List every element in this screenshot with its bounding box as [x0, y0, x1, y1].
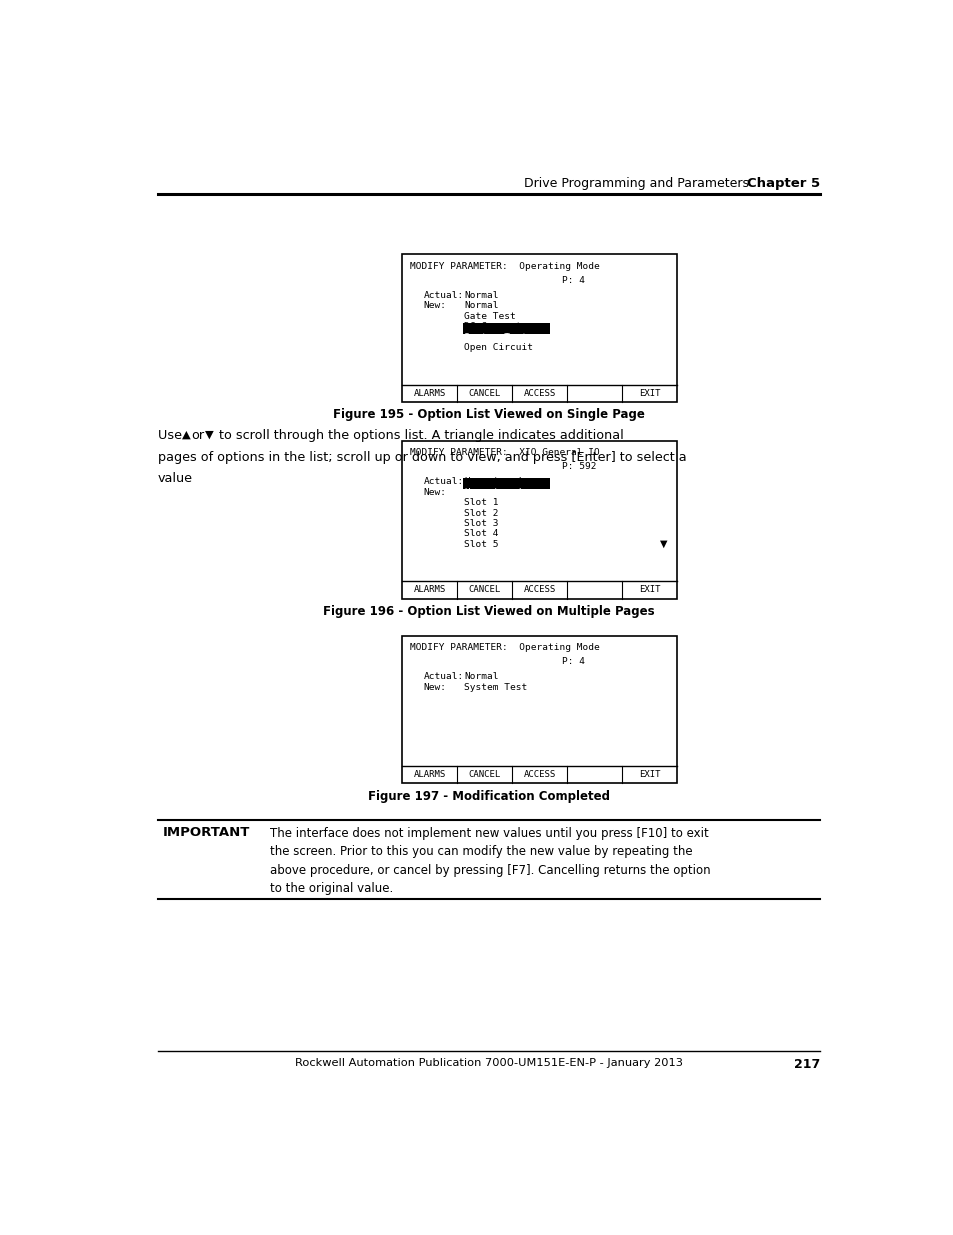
Text: DC Current: DC Current — [464, 322, 521, 331]
Bar — [402, 636, 677, 783]
Text: Use: Use — [158, 430, 186, 442]
Text: CANCEL: CANCEL — [468, 389, 500, 398]
Text: Slot 5: Slot 5 — [464, 540, 498, 548]
Text: Normal: Normal — [464, 290, 498, 300]
Text: ALARMS: ALARMS — [413, 585, 445, 594]
Bar — [402, 441, 677, 599]
Text: EXIT: EXIT — [639, 389, 659, 398]
Text: 217: 217 — [793, 1057, 819, 1071]
Text: P: 592: P: 592 — [561, 462, 596, 472]
Text: EXIT: EXIT — [639, 771, 659, 779]
Text: Unassigned: Unassigned — [464, 477, 521, 487]
Text: Slot 2: Slot 2 — [464, 509, 498, 517]
Text: ▼: ▼ — [659, 540, 666, 550]
Text: New:: New: — [423, 488, 446, 496]
Text: value: value — [158, 472, 193, 485]
Text: Drive Programming and Parameters: Drive Programming and Parameters — [523, 178, 748, 190]
Text: the screen. Prior to this you can modify the new value by repeating the: the screen. Prior to this you can modify… — [270, 846, 692, 858]
Text: CANCEL: CANCEL — [468, 585, 500, 594]
Text: ALARMS: ALARMS — [413, 389, 445, 398]
Text: ACCESS: ACCESS — [523, 585, 556, 594]
Text: above procedure, or cancel by pressing [F7]. Cancelling returns the option: above procedure, or cancel by pressing [… — [270, 863, 710, 877]
Text: P: 4: P: 4 — [561, 275, 584, 285]
Text: Actual:: Actual: — [423, 477, 463, 487]
Text: ALARMS: ALARMS — [413, 771, 445, 779]
Text: Actual:: Actual: — [423, 290, 463, 300]
Bar — [402, 254, 677, 403]
Text: MODIFY PARAMETER:  Operating Mode: MODIFY PARAMETER: Operating Mode — [410, 262, 599, 272]
Text: ▲: ▲ — [182, 430, 191, 440]
Text: Rockwell Automation Publication 7000-UM151E-EN-P - January 2013: Rockwell Automation Publication 7000-UM1… — [294, 1057, 682, 1067]
Bar — [463, 322, 550, 333]
Text: Chapter 5: Chapter 5 — [746, 178, 819, 190]
Text: New:: New: — [423, 683, 446, 692]
Text: System Test: System Test — [464, 332, 527, 342]
Text: P: 4: P: 4 — [561, 657, 584, 666]
Text: MODIFY PARAMETER:  XIO General IO: MODIFY PARAMETER: XIO General IO — [410, 448, 599, 457]
Text: CANCEL: CANCEL — [468, 771, 500, 779]
Text: Normal: Normal — [464, 301, 498, 310]
Text: to scroll through the options list. A triangle indicates additional: to scroll through the options list. A tr… — [214, 430, 622, 442]
Text: MODIFY PARAMETER:  Operating Mode: MODIFY PARAMETER: Operating Mode — [410, 643, 599, 652]
Text: Slot 4: Slot 4 — [464, 530, 498, 538]
Text: System Test: System Test — [464, 683, 527, 692]
Text: Normal: Normal — [464, 672, 498, 680]
Text: Figure 196 - Option List Viewed on Multiple Pages: Figure 196 - Option List Viewed on Multi… — [323, 605, 654, 618]
Text: New:: New: — [423, 301, 446, 310]
Text: or: or — [192, 430, 204, 442]
Text: IMPORTANT: IMPORTANT — [162, 826, 250, 839]
Text: Unassigned: Unassigned — [464, 488, 521, 496]
Text: Figure 197 - Modification Completed: Figure 197 - Modification Completed — [368, 789, 609, 803]
Text: Open Circuit: Open Circuit — [464, 343, 533, 352]
Bar — [463, 478, 550, 489]
Text: Figure 195 - Option List Viewed on Single Page: Figure 195 - Option List Viewed on Singl… — [333, 409, 644, 421]
Text: pages of options in the list; scroll up or down to view, and press [Enter] to se: pages of options in the list; scroll up … — [158, 451, 686, 464]
Text: The interface does not implement new values until you press [F10] to exit: The interface does not implement new val… — [270, 827, 708, 840]
Text: Slot 1: Slot 1 — [464, 498, 498, 508]
Text: Gate Test: Gate Test — [464, 311, 516, 321]
Text: to the original value.: to the original value. — [270, 882, 394, 894]
Text: Actual:: Actual: — [423, 672, 463, 680]
Text: Slot 3: Slot 3 — [464, 519, 498, 527]
Text: ACCESS: ACCESS — [523, 389, 556, 398]
Text: ▼: ▼ — [204, 430, 213, 440]
Text: EXIT: EXIT — [639, 585, 659, 594]
Text: ACCESS: ACCESS — [523, 771, 556, 779]
